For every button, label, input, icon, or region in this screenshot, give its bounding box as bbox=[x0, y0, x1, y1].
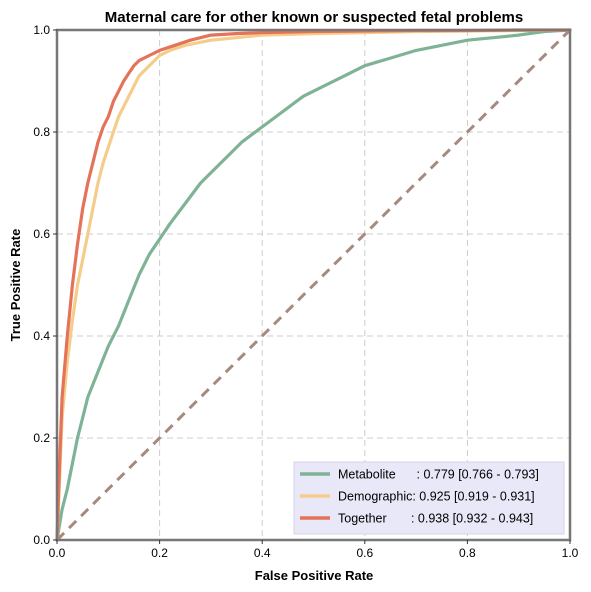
y-tick-label: 0.6 bbox=[33, 227, 50, 241]
chart-title: Maternal care for other known or suspect… bbox=[105, 9, 523, 26]
legend-label-metabolite: Metabolite : 0.779 [0.766 - 0.793] bbox=[338, 468, 539, 482]
y-tick-label: 0.8 bbox=[33, 125, 50, 139]
legend-label-demographic: Demographic: 0.925 [0.919 - 0.931] bbox=[338, 490, 535, 504]
y-tick-label: 1.0 bbox=[33, 23, 50, 37]
y-tick-label: 0.2 bbox=[33, 431, 50, 445]
x-tick-label: 0.2 bbox=[151, 546, 168, 560]
y-tick-label: 0.4 bbox=[33, 329, 50, 343]
x-axis-label: False Positive Rate bbox=[255, 568, 374, 583]
x-tick-label: 1.0 bbox=[562, 546, 579, 560]
y-tick-label: 0.0 bbox=[33, 533, 50, 547]
legend: Metabolite : 0.779 [0.766 - 0.793] Demogr… bbox=[294, 462, 564, 534]
y-axis-label: True Positive Rate bbox=[8, 229, 23, 342]
x-tick-label: 0.8 bbox=[459, 546, 476, 560]
legend-label-together: Together : 0.938 [0.932 - 0.943] bbox=[338, 512, 533, 526]
x-tick-label: 0.6 bbox=[356, 546, 373, 560]
x-tick-label: 0.4 bbox=[254, 546, 271, 560]
x-tick-label: 0.0 bbox=[49, 546, 66, 560]
